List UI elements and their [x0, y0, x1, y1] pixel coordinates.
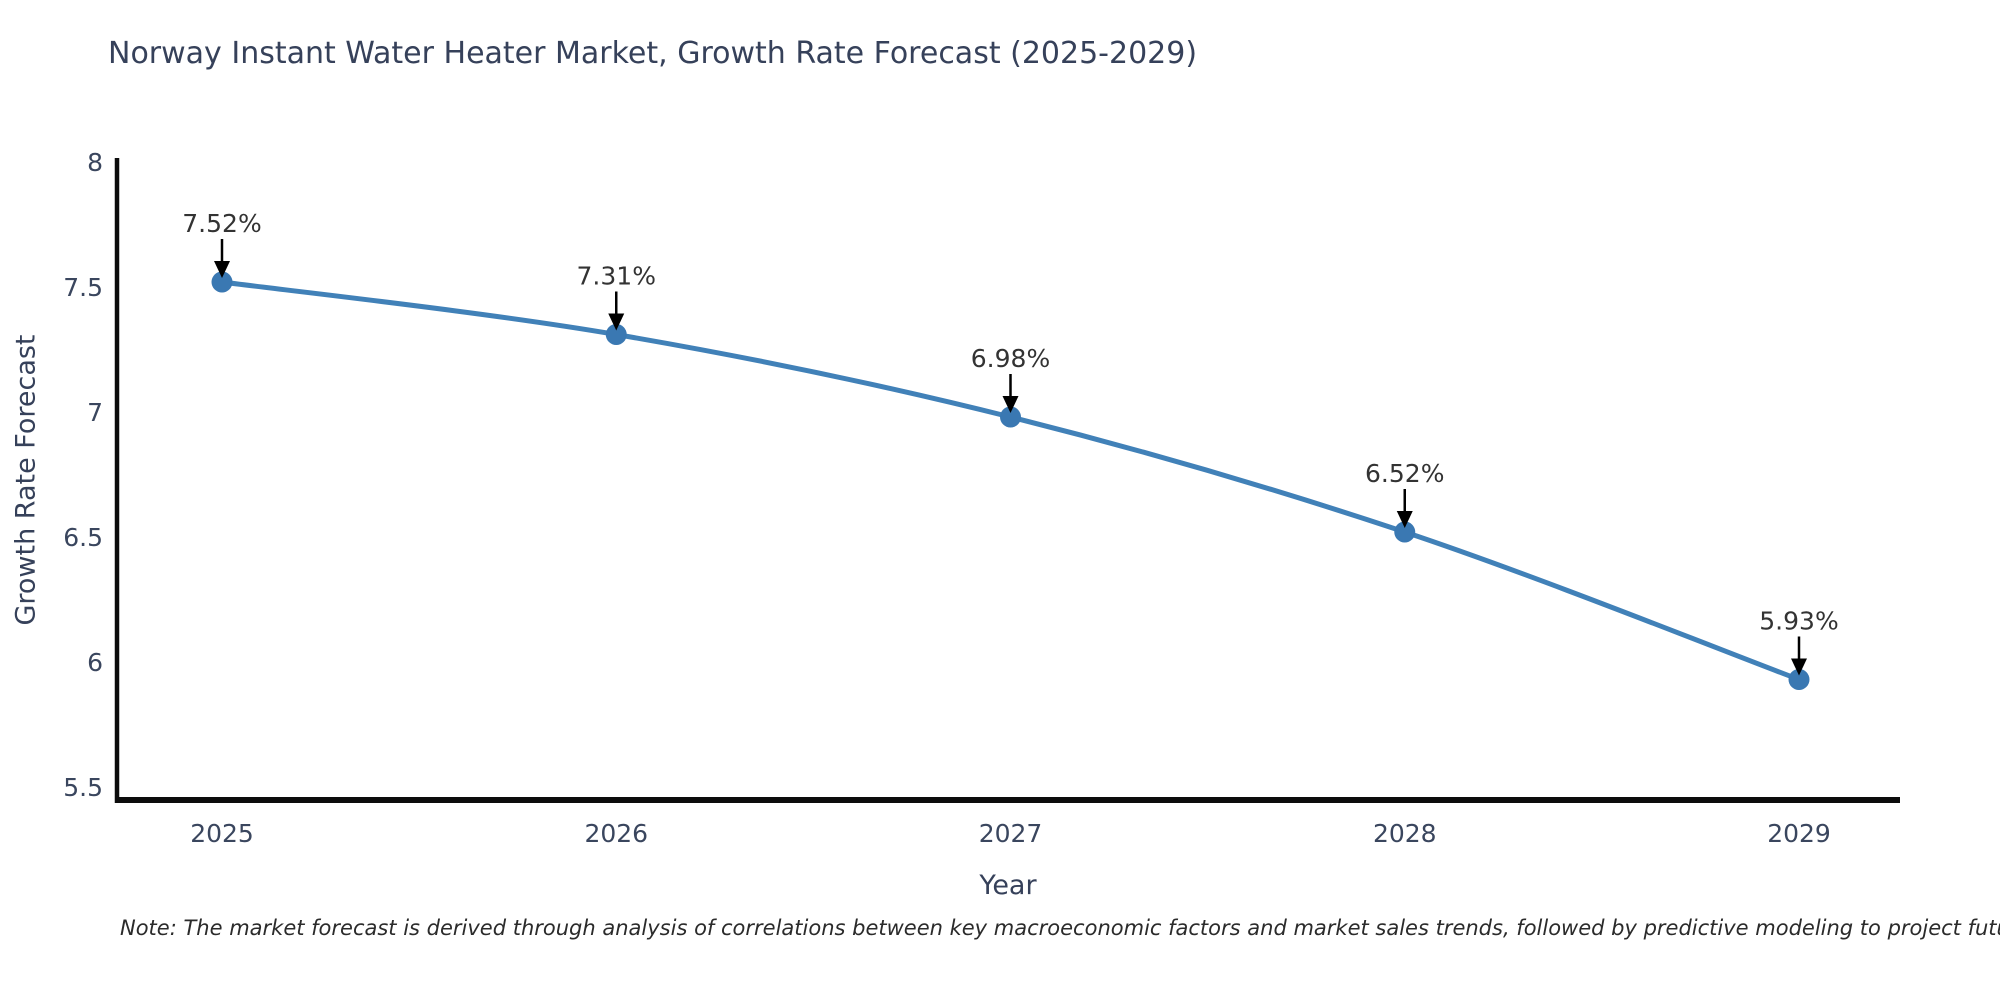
y-tick-label: 7: [87, 398, 103, 427]
annotation-arrowhead-icon: [1791, 658, 1807, 676]
x-tick-label: 2029: [1767, 819, 1831, 848]
data-point-label: 6.52%: [1365, 459, 1444, 488]
chart-title: Norway Instant Water Heater Market, Grow…: [108, 36, 1198, 71]
x-tick-label: 2028: [1373, 819, 1437, 848]
data-point-label: 7.31%: [577, 262, 656, 291]
trend-line: [219, 279, 1802, 682]
data-point-marker: [1788, 669, 1810, 690]
y-tick-label: 7.5: [63, 273, 103, 302]
y-tick-label: 6.5: [63, 523, 103, 552]
data-point-marker: [605, 324, 627, 345]
annotation-arrowhead-icon: [214, 261, 230, 278]
data-point-label: 6.98%: [971, 344, 1050, 373]
annotation-arrowhead-icon: [1396, 511, 1413, 528]
data-point-marker: [211, 271, 233, 293]
annotation-arrowhead-icon: [608, 313, 625, 331]
footnote: Note: The market forecast is derived thr…: [120, 916, 2000, 940]
x-tick-label: 2026: [584, 819, 648, 848]
x-axis-title: Year: [979, 870, 1037, 901]
data-point-label: 7.52%: [182, 209, 261, 238]
data-point-marker: [1394, 521, 1416, 543]
data-point-label: 5.93%: [1759, 607, 1838, 636]
y-tick-label: 5.5: [63, 773, 103, 802]
annotation-arrowhead-icon: [1002, 396, 1019, 413]
data-point-marker: [1000, 406, 1021, 428]
x-tick-label: 2027: [979, 819, 1043, 848]
y-tick-label: 6: [87, 648, 103, 677]
x-tick-label: 2025: [190, 819, 254, 848]
y-tick-label: 8: [87, 148, 103, 177]
